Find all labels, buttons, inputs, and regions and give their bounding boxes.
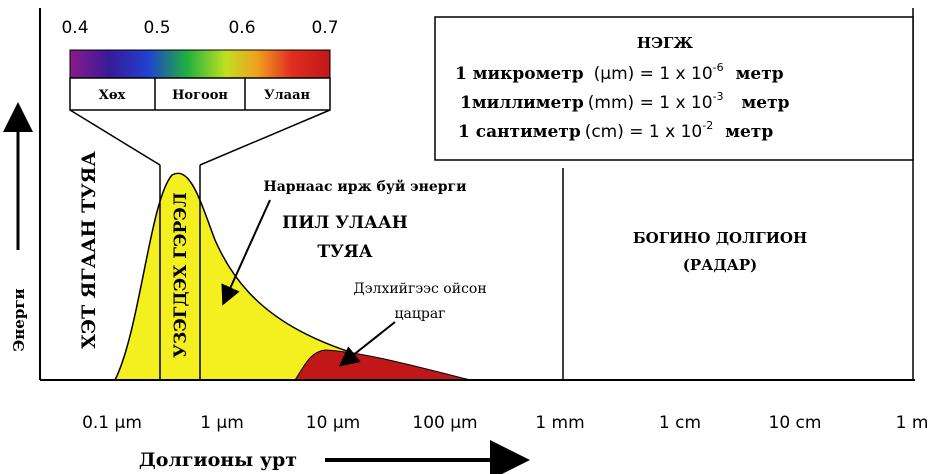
band-label: Улаан [264, 88, 311, 103]
solar-curve [113, 172, 471, 381]
unit-symbol: (cm) = 1 x 10 [585, 122, 703, 142]
units-title: НЭГЖ [637, 34, 693, 52]
x-axis-title: Долгионы урт [139, 449, 297, 471]
units-rows: 1 микрометр (µm) = 1 x 10-6 метр 1миллимет… [455, 61, 790, 142]
earth-label: Дэлхийгээс ойсон [353, 281, 486, 297]
x-tick-label: 1 mm [535, 413, 584, 433]
unit-name: 1миллиметр [460, 93, 584, 113]
ir-label: ПИЛ УЛААН [282, 213, 408, 233]
radio-label: (РАДАР) [683, 256, 758, 274]
visible-label: УЗЭГДЭХ ГЭРЭЛ [171, 192, 191, 358]
ir-label: ТУЯА [317, 242, 372, 262]
x-tick-label: 0.1 µm [82, 413, 142, 433]
funnel [199, 109, 331, 166]
solar-label: Нарнаас ирж буй энерги [263, 178, 466, 195]
unit-row: 1 микрометр (µm) = 1 x 10-6 метр [455, 61, 784, 84]
units-box [434, 16, 914, 161]
x-tick-label: 100 µm [412, 413, 477, 433]
unit-unit: метр [742, 93, 790, 113]
unit-exp: -6 [713, 61, 724, 74]
spectrum-bar [69, 49, 331, 79]
x-tick-label: 10 cm [769, 413, 822, 433]
solar-arrow [221, 199, 271, 306]
band-label: Хөх [99, 88, 126, 103]
unit-name: 1 сантиметр [458, 122, 581, 142]
unit-row: 1 сантиметр (cm) = 1 x 10-2 метр [458, 119, 773, 142]
x-tick-label: 1 µm [200, 413, 244, 433]
earth-arrow [338, 321, 396, 367]
earth-label: цацраг [395, 306, 446, 322]
earth-curve [294, 349, 471, 381]
y-axis-title: Энерги [10, 288, 28, 351]
unit-exp: -3 [713, 90, 724, 103]
unit-name: 1 микрометр [455, 64, 584, 84]
x-tick-label: 1 m [896, 413, 929, 433]
band-label: Ногоон [172, 88, 228, 103]
unit-symbol: (mm) = 1 x 10 [588, 93, 713, 113]
unit-symbol: (µm) = 1 x 10 [594, 64, 713, 84]
funnel [69, 109, 161, 166]
band-boxes [69, 77, 331, 111]
scale-label: 0.6 [228, 18, 255, 38]
uv-label: ХЭТ ЯГААН ТУЯА [78, 151, 100, 349]
unit-unit: метр [736, 64, 784, 84]
scale-label: 0.5 [143, 18, 170, 38]
x-tick-label: 1 cm [659, 413, 701, 433]
scale-label: 0.7 [311, 18, 338, 38]
radio-label: БОГИНО ДОЛГИОН [633, 229, 807, 247]
unit-row: 1миллиметр (mm) = 1 x 10-3 метр [460, 90, 790, 113]
unit-exp: -2 [702, 119, 713, 132]
unit-unit: метр [725, 122, 773, 142]
x-tick-label: 10 µm [306, 413, 360, 433]
scale-label: 0.4 [61, 18, 88, 38]
